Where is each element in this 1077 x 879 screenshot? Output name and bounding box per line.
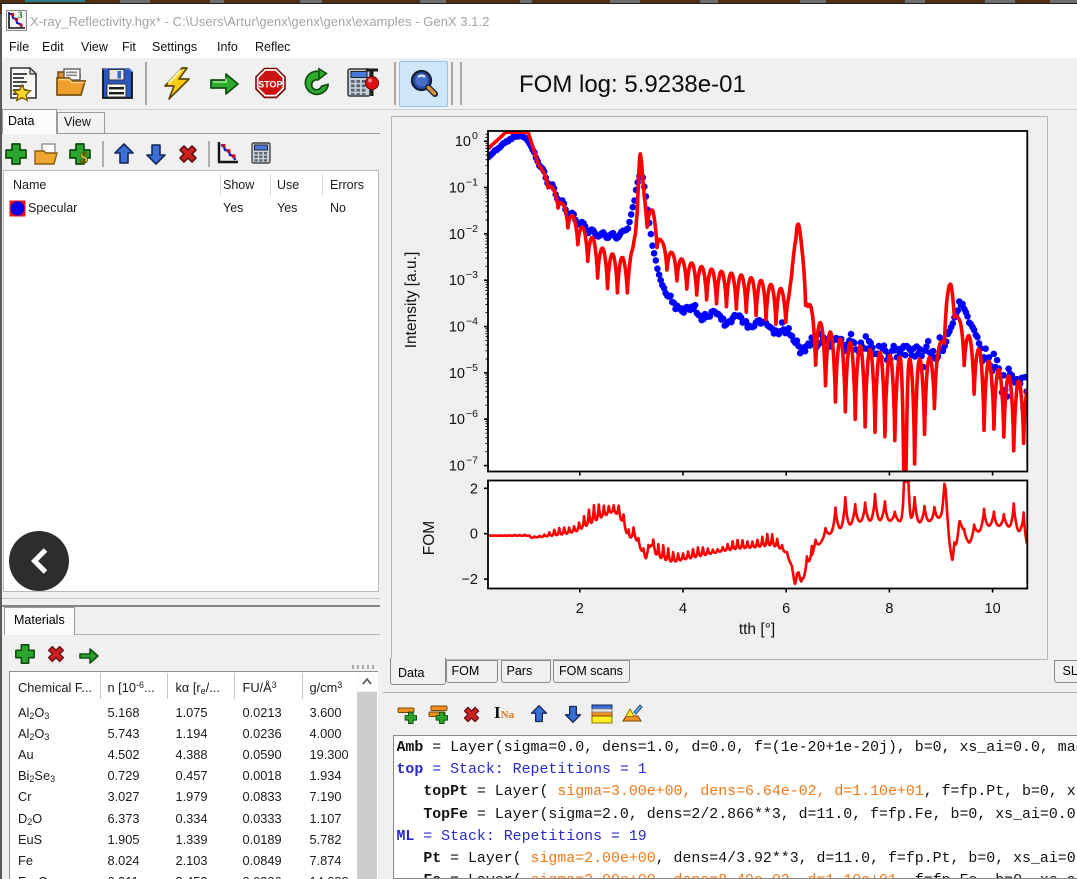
- svg-text:10: 10: [449, 320, 465, 336]
- svg-text:10: 10: [449, 273, 465, 289]
- svg-text:STOP: STOP: [258, 80, 282, 90]
- svg-text:−2: −2: [466, 223, 478, 235]
- svg-text:10: 10: [985, 601, 1001, 617]
- svg-text:FOM: FOM: [421, 521, 438, 555]
- svg-text:−2: −2: [461, 572, 478, 588]
- svg-text:−5: −5: [466, 362, 478, 374]
- svg-text:6: 6: [782, 601, 790, 617]
- svg-text:−1: −1: [466, 177, 478, 189]
- svg-text:$: $: [80, 150, 88, 167]
- svg-text:10: 10: [455, 134, 471, 150]
- svg-text:4: 4: [679, 601, 687, 617]
- svg-text:0: 0: [470, 527, 478, 543]
- svg-text:2: 2: [470, 481, 478, 497]
- svg-text:−7: −7: [466, 455, 478, 467]
- svg-text:tth [°]: tth [°]: [739, 621, 775, 638]
- svg-text:10: 10: [449, 366, 465, 382]
- svg-text:2: 2: [576, 601, 584, 617]
- svg-text:−3: −3: [466, 269, 478, 281]
- svg-text:10: 10: [449, 459, 465, 475]
- svg-text:10: 10: [449, 181, 465, 197]
- svg-text:−6: −6: [466, 408, 478, 420]
- svg-text:3: 3: [18, 10, 23, 20]
- svg-text:Intensity [a.u.]: Intensity [a.u.]: [403, 252, 420, 349]
- svg-text:0: 0: [472, 130, 478, 142]
- svg-text:8: 8: [885, 601, 893, 617]
- svg-text:10: 10: [449, 227, 465, 243]
- svg-text:−4: −4: [466, 316, 478, 328]
- svg-text:10: 10: [449, 412, 465, 428]
